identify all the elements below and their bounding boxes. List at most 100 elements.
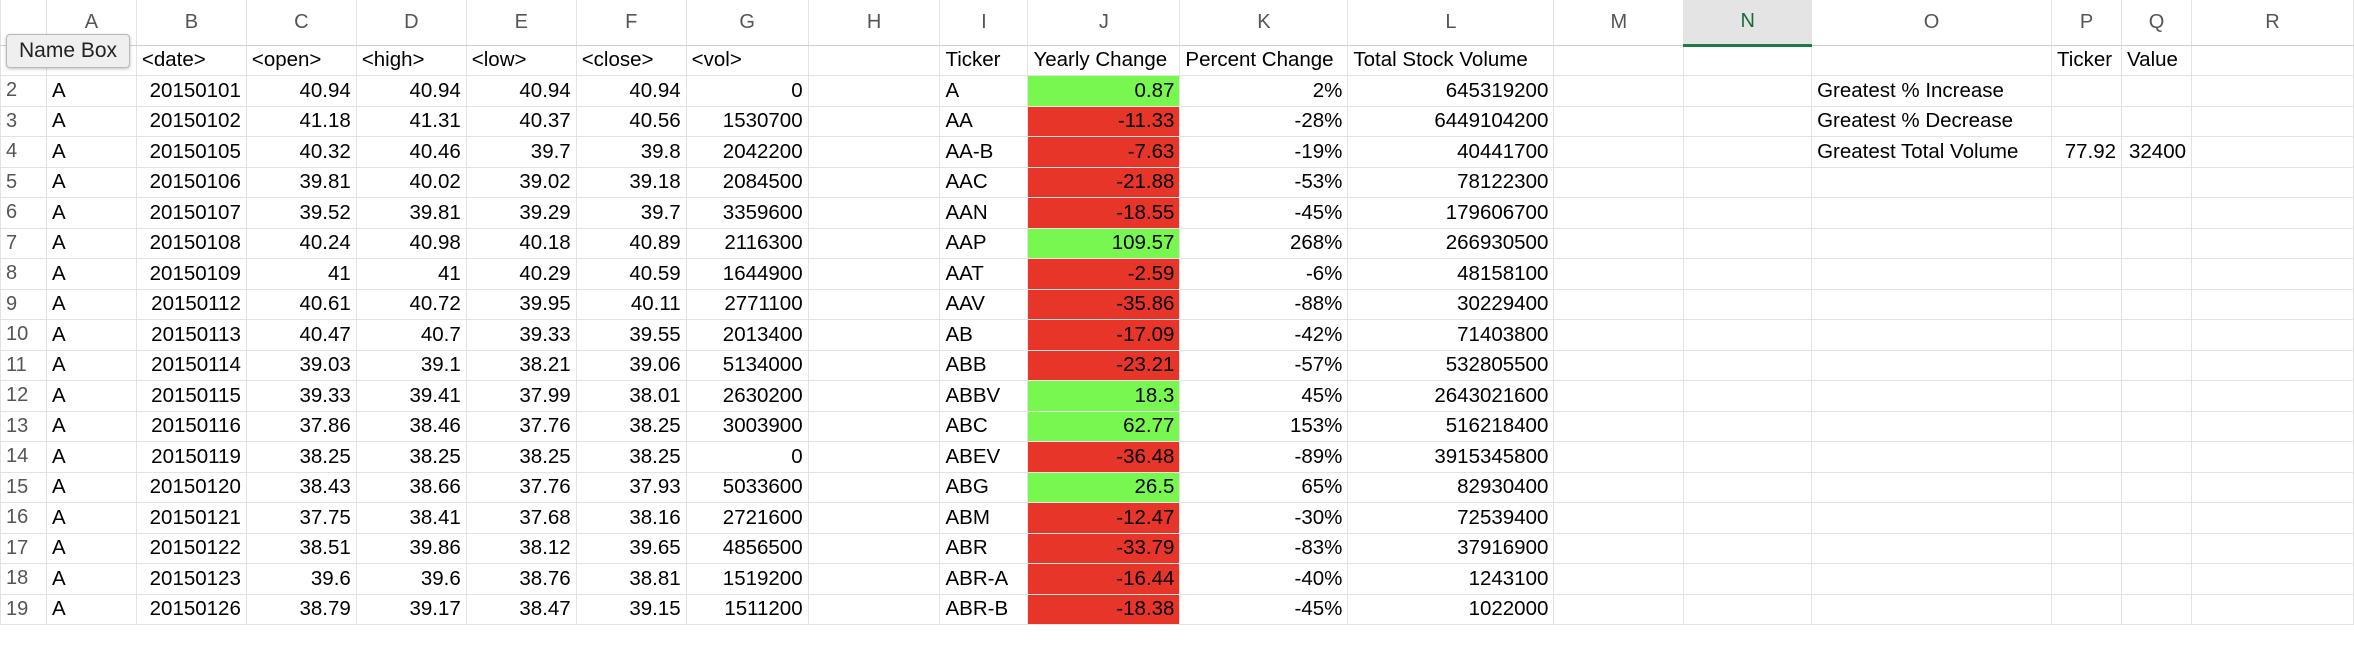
cell-m[interactable] <box>1553 44 1685 76</box>
column-header-f[interactable]: F <box>575 0 687 46</box>
cell-q[interactable] <box>2121 471 2193 503</box>
cell-l[interactable]: 48158100 <box>1347 258 1555 290</box>
cell-d[interactable]: 39.81 <box>355 197 467 229</box>
cell-j[interactable]: -35.86 <box>1027 288 1181 320</box>
cell-g[interactable]: 1511200 <box>685 593 809 625</box>
cell-e[interactable]: 38.76 <box>465 563 577 595</box>
cell-n[interactable] <box>1683 380 1813 412</box>
cell-n[interactable] <box>1683 166 1813 198</box>
cell-q[interactable]: Value <box>2121 44 2193 76</box>
cell-k[interactable]: -88% <box>1179 288 1349 320</box>
cell-n[interactable] <box>1683 349 1813 381</box>
cell-m[interactable] <box>1553 471 1685 503</box>
cell-b[interactable]: 20150123 <box>135 563 247 595</box>
cell-o[interactable] <box>1811 349 2053 381</box>
cell-d[interactable]: 40.46 <box>355 136 467 168</box>
cell-f[interactable]: 40.11 <box>575 288 687 320</box>
cell-e[interactable]: 40.29 <box>465 258 577 290</box>
cell-l[interactable]: 2643021600 <box>1347 380 1555 412</box>
cell-p[interactable] <box>2051 349 2123 381</box>
cell-c[interactable]: 39.81 <box>245 166 357 198</box>
cell-j[interactable]: 109.57 <box>1027 227 1181 259</box>
cell-b[interactable]: 20150106 <box>135 166 247 198</box>
cell-m[interactable] <box>1553 288 1685 320</box>
cell-g[interactable]: 3359600 <box>685 197 809 229</box>
cell-b[interactable]: 20150121 <box>135 502 247 534</box>
column-header-j[interactable]: J <box>1027 0 1181 46</box>
column-header-l[interactable]: L <box>1347 0 1555 46</box>
cell-a[interactable]: A <box>45 136 137 168</box>
cell-p[interactable] <box>2051 471 2123 503</box>
cell-a[interactable]: A <box>45 319 137 351</box>
row-header[interactable]: 10 <box>0 319 47 351</box>
cell-g[interactable]: 2013400 <box>685 319 809 351</box>
cell-i[interactable]: ABR-A <box>939 563 1029 595</box>
cell-r[interactable] <box>2191 288 2354 320</box>
cell-i[interactable]: ABM <box>939 502 1029 534</box>
row-header[interactable]: 11 <box>0 349 47 381</box>
cell-e[interactable]: 40.94 <box>465 75 577 107</box>
cell-h[interactable] <box>807 75 941 107</box>
cell-m[interactable] <box>1553 258 1685 290</box>
cell-r[interactable] <box>2191 502 2354 534</box>
cell-h[interactable] <box>807 471 941 503</box>
cell-m[interactable] <box>1553 75 1685 107</box>
cell-q[interactable] <box>2121 410 2193 442</box>
cell-o[interactable] <box>1811 593 2053 625</box>
cell-l[interactable]: 40441700 <box>1347 136 1555 168</box>
cell-a[interactable]: A <box>45 380 137 412</box>
cell-k[interactable]: 268% <box>1179 227 1349 259</box>
cell-i[interactable]: ABG <box>939 471 1029 503</box>
cell-c[interactable]: 40.24 <box>245 227 357 259</box>
cell-c[interactable]: 41 <box>245 258 357 290</box>
cell-o[interactable] <box>1811 410 2053 442</box>
cell-o[interactable] <box>1811 197 2053 229</box>
cell-q[interactable] <box>2121 288 2193 320</box>
cell-l[interactable]: Total Stock Volume <box>1347 44 1555 76</box>
cell-q[interactable] <box>2121 227 2193 259</box>
column-header-h[interactable]: H <box>807 0 941 46</box>
cell-n[interactable] <box>1683 563 1813 595</box>
cell-d[interactable]: 38.41 <box>355 502 467 534</box>
row-header[interactable]: 5 <box>0 166 47 198</box>
cell-h[interactable] <box>807 44 941 76</box>
cell-r[interactable] <box>2191 44 2354 76</box>
cell-b[interactable]: 20150114 <box>135 349 247 381</box>
cell-i[interactable]: AA-B <box>939 136 1029 168</box>
cell-a[interactable]: A <box>45 288 137 320</box>
cell-f[interactable]: 40.59 <box>575 258 687 290</box>
cell-o[interactable] <box>1811 227 2053 259</box>
cell-c[interactable]: 40.61 <box>245 288 357 320</box>
cell-j[interactable]: -16.44 <box>1027 563 1181 595</box>
cell-n[interactable] <box>1683 288 1813 320</box>
cell-l[interactable]: 37916900 <box>1347 532 1555 564</box>
cell-c[interactable]: 41.18 <box>245 105 357 137</box>
cell-d[interactable]: 39.6 <box>355 563 467 595</box>
cell-d[interactable]: 38.25 <box>355 441 467 473</box>
row-header[interactable]: 15 <box>0 471 47 503</box>
cell-p[interactable] <box>2051 410 2123 442</box>
cell-o[interactable]: Greatest % Decrease <box>1811 105 2053 137</box>
cell-k[interactable]: Percent Change <box>1179 44 1349 76</box>
cell-h[interactable] <box>807 349 941 381</box>
cell-a[interactable]: A <box>45 471 137 503</box>
cell-i[interactable]: ABB <box>939 349 1029 381</box>
column-header-r[interactable]: R <box>2191 0 2354 46</box>
cell-i[interactable]: ABR-B <box>939 593 1029 625</box>
cell-b[interactable]: 20150107 <box>135 197 247 229</box>
cell-p[interactable] <box>2051 227 2123 259</box>
cell-j[interactable]: -7.63 <box>1027 136 1181 168</box>
cell-p[interactable] <box>2051 563 2123 595</box>
row-header[interactable]: 2 <box>0 75 47 107</box>
cell-f[interactable]: 39.18 <box>575 166 687 198</box>
cell-b[interactable]: 20150101 <box>135 75 247 107</box>
row-header[interactable]: 13 <box>0 410 47 442</box>
cell-h[interactable] <box>807 380 941 412</box>
cell-j[interactable]: -23.21 <box>1027 349 1181 381</box>
cell-h[interactable] <box>807 105 941 137</box>
cell-e[interactable]: 40.37 <box>465 105 577 137</box>
cell-b[interactable]: 20150108 <box>135 227 247 259</box>
cell-m[interactable] <box>1553 319 1685 351</box>
cell-d[interactable]: 40.72 <box>355 288 467 320</box>
row-header[interactable]: 9 <box>0 288 47 320</box>
